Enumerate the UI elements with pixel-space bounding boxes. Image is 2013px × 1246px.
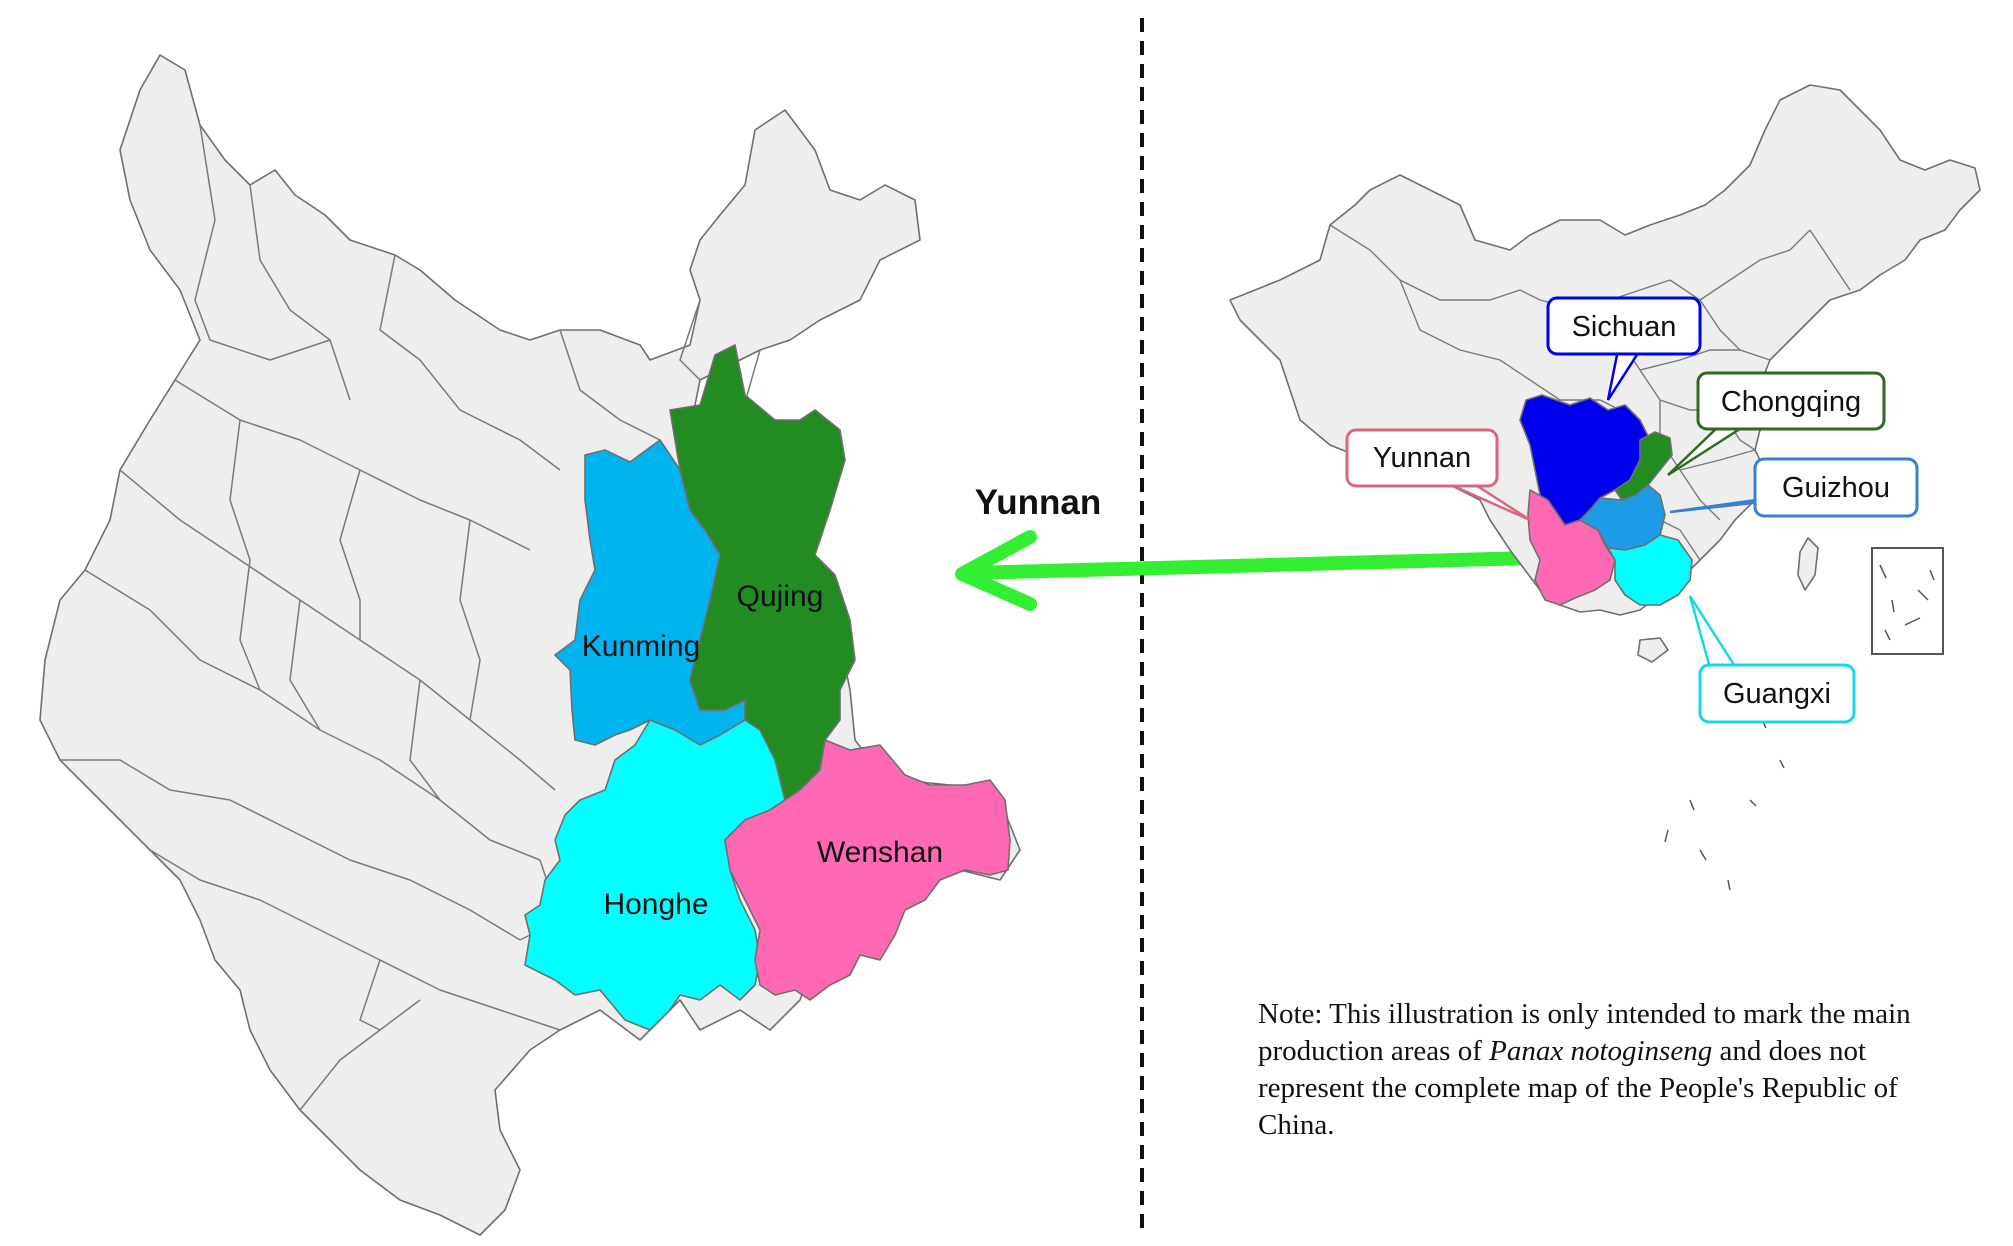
note-species: Panax notoginseng [1489,1035,1713,1067]
callout-sichuan-box [1546,296,1702,356]
callout-guizhou-box [1753,457,1919,518]
south-sea-inset-box [1871,547,1944,655]
callout-guangxi-box [1698,663,1856,724]
yunnan-province-map: Kunming Qujing Honghe Wenshan [39,54,1021,1236]
callout-chongqing-label: Chongqing [1721,386,1861,418]
wenshan-prefecture [724,739,1011,1001]
arrow-head [955,530,1037,611]
scattered-islands [1664,699,1785,891]
yunnan-province-outline [39,54,1021,1236]
note-suffix: and does not represent the complete map … [1258,1035,1898,1141]
disclaimer-note: Note: This illustration is only intended… [1258,996,1958,1144]
taiwan-island [1797,537,1819,591]
callout-guizhou-label: Guizhou [1782,472,1890,504]
hainan-island [1637,637,1669,663]
callout-yunnan-box [1345,428,1499,488]
callout-guangxi: Guangxi [1688,595,1856,724]
callout-sichuan-label: Sichuan [1572,311,1677,343]
china-map: Sichuan Chongqing Yunnan Guizhou Guangxi [1229,84,1981,891]
callout-yunnan: Yunnan [1345,428,1531,522]
pointer-arrow [955,530,1581,611]
guangxi-province [1607,534,1693,606]
callout-chongqing-box [1696,371,1886,431]
callout-guangxi-label: Guangxi [1723,678,1831,710]
yunnan-province [1527,489,1616,606]
kunming-label: Kunming [582,630,700,663]
callout-yunnan-label: Yunnan [1373,442,1471,474]
note-prefix: Note: This illustration is only intended… [1258,998,1911,1067]
wenshan-label: Wenshan [817,836,943,869]
callout-chongqing: Chongqing [1667,371,1886,477]
honghe-label: Honghe [603,888,708,921]
guizhou-province [1579,484,1666,551]
callout-guangxi-pointer [1688,595,1739,670]
south-sea-inset-islands [1879,564,1935,641]
callout-sichuan: Sichuan [1546,296,1702,401]
arrow-shaft [963,550,1575,580]
callout-guizhou: Guizhou [1669,457,1919,518]
yunnan-map-title: Yunnan [975,483,1101,522]
qujing-label: Qujing [737,580,824,613]
